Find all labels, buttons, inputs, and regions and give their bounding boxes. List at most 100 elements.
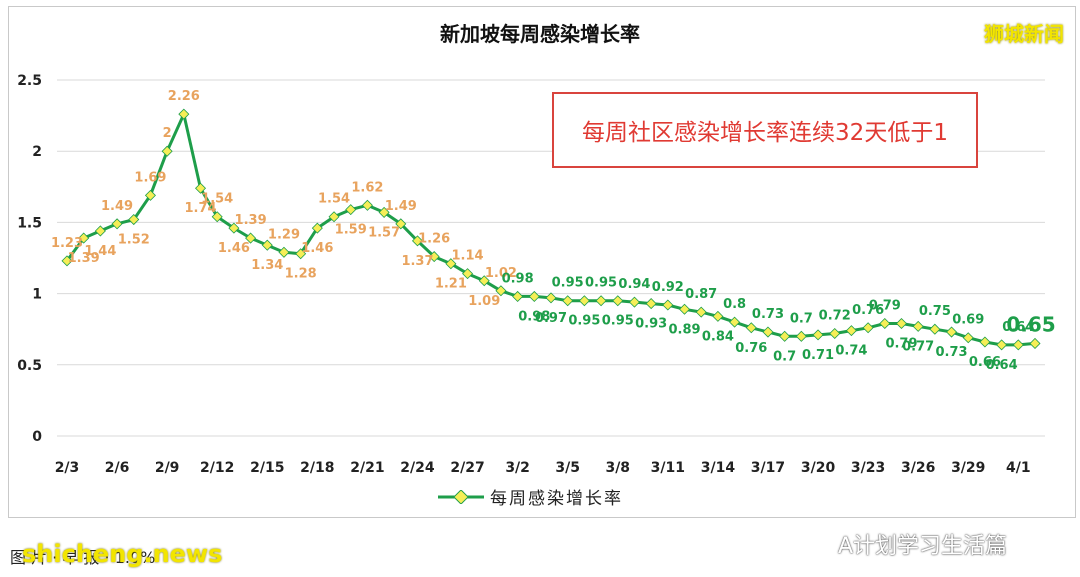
x-axis: 2/3 2/6 2/9 2/12 2/15 2/18 2/21 2/24 2/27 3/2 3/5 3… (55, 460, 1031, 476)
data-point (211, 211, 223, 223)
x-tick-label: 3/11 (651, 460, 685, 476)
data-label: 1.46 (301, 241, 333, 256)
x-tick-label: 3/29 (951, 460, 985, 476)
data-label: 1.57 (368, 225, 400, 240)
data-label: 1.09 (468, 294, 500, 309)
y-tick-label: 0 (32, 429, 42, 445)
x-tick-label: 2/6 (105, 460, 130, 476)
data-label: 0.84 (702, 329, 734, 344)
data-label: 0.8 (723, 297, 746, 312)
data-label: 1.37 (401, 254, 433, 269)
data-point (779, 330, 791, 342)
x-tick-label: 2/27 (450, 460, 484, 476)
data-label: 0.95 (552, 276, 584, 291)
data-point (628, 296, 640, 308)
y-axis: 0 0.5 1 1.5 2 2.5 (17, 73, 42, 445)
data-point (411, 235, 423, 247)
data-label: 2.26 (168, 89, 200, 104)
data-point (845, 325, 857, 337)
data-point (695, 306, 707, 318)
data-point (495, 285, 507, 297)
data-labels: 1.231.391.441.491.521.6922.261.741.541.4… (51, 89, 1056, 373)
legend: 每周感染增长率 (438, 484, 623, 509)
data-point (595, 295, 607, 307)
data-point (478, 275, 490, 287)
data-label: 1.74 (184, 201, 216, 216)
y-tick-label: 2 (32, 144, 42, 160)
data-label: 0.95 (585, 276, 617, 291)
y-tick-label: 2.5 (17, 73, 42, 89)
data-point (512, 290, 524, 302)
data-point (912, 320, 924, 332)
data-point (895, 317, 907, 330)
data-label: 0.89 (668, 322, 700, 337)
x-tick-label: 2/12 (200, 460, 234, 476)
data-label: 1.14 (452, 249, 484, 264)
data-point (428, 251, 440, 263)
data-point (645, 298, 657, 310)
data-label: 0.79 (885, 337, 917, 352)
data-point (1012, 339, 1024, 351)
data-point (712, 310, 724, 322)
data-point (161, 145, 173, 157)
data-label: 1.39 (68, 251, 100, 266)
data-point (578, 295, 590, 307)
data-point (745, 322, 757, 334)
x-tick-label: 2/21 (350, 460, 384, 476)
data-label: 0.95 (568, 314, 600, 329)
data-label: 0.64 (1002, 320, 1034, 335)
data-point (862, 322, 874, 334)
data-label: 0.92 (652, 280, 684, 295)
data-label: 1.21 (435, 277, 467, 292)
data-label: 1.44 (84, 244, 116, 259)
data-point (662, 299, 674, 311)
data-label: 0.77 (902, 339, 934, 354)
data-point (729, 316, 741, 328)
account-name: A计划学习生活篇 (838, 534, 1008, 559)
data-point (261, 239, 273, 251)
y-tick-label: 1.5 (17, 215, 42, 231)
data-label: 0.93 (635, 317, 667, 332)
data-point (946, 326, 958, 338)
x-tick-label: 3/17 (751, 460, 785, 476)
data-label: 0.65 (1006, 312, 1055, 336)
data-label: 1.26 (418, 232, 450, 247)
x-tick-label: 3/26 (901, 460, 935, 476)
data-label: 0.7 (773, 349, 796, 364)
wechat-icon (801, 533, 829, 555)
data-point (545, 292, 557, 304)
data-label: 1.52 (118, 233, 150, 248)
data-point (295, 248, 307, 260)
data-point (395, 218, 407, 230)
data-label: 0.94 (618, 277, 650, 292)
data-point (378, 206, 390, 218)
data-label: 1.54 (318, 192, 350, 207)
data-label: 0.72 (819, 308, 851, 323)
data-point (345, 204, 357, 216)
data-point (562, 295, 574, 307)
data-point (128, 214, 140, 226)
data-point (311, 222, 323, 234)
data-label: 0.97 (535, 311, 567, 326)
data-point (829, 327, 841, 339)
x-tick-label: 3/2 (505, 460, 530, 476)
data-label: 0.79 (869, 299, 901, 314)
data-label: 0.66 (969, 355, 1001, 370)
chart-title: 新加坡每周感染增长率 (440, 22, 640, 46)
data-label: 0.98 (518, 309, 550, 324)
data-point (94, 225, 106, 237)
data-point (61, 255, 73, 267)
data-label: 1.29 (268, 227, 300, 242)
data-point (528, 290, 540, 302)
data-point (1029, 337, 1041, 349)
data-label: 1.54 (201, 192, 233, 207)
y-tick-label: 1 (32, 287, 42, 303)
data-label: 0.73 (936, 345, 968, 360)
data-label: 1.46 (218, 241, 250, 256)
data-label: 0.71 (802, 348, 834, 363)
data-label: 1.49 (385, 199, 417, 214)
data-point (679, 303, 691, 315)
data-point (462, 268, 474, 280)
data-point (328, 211, 340, 223)
